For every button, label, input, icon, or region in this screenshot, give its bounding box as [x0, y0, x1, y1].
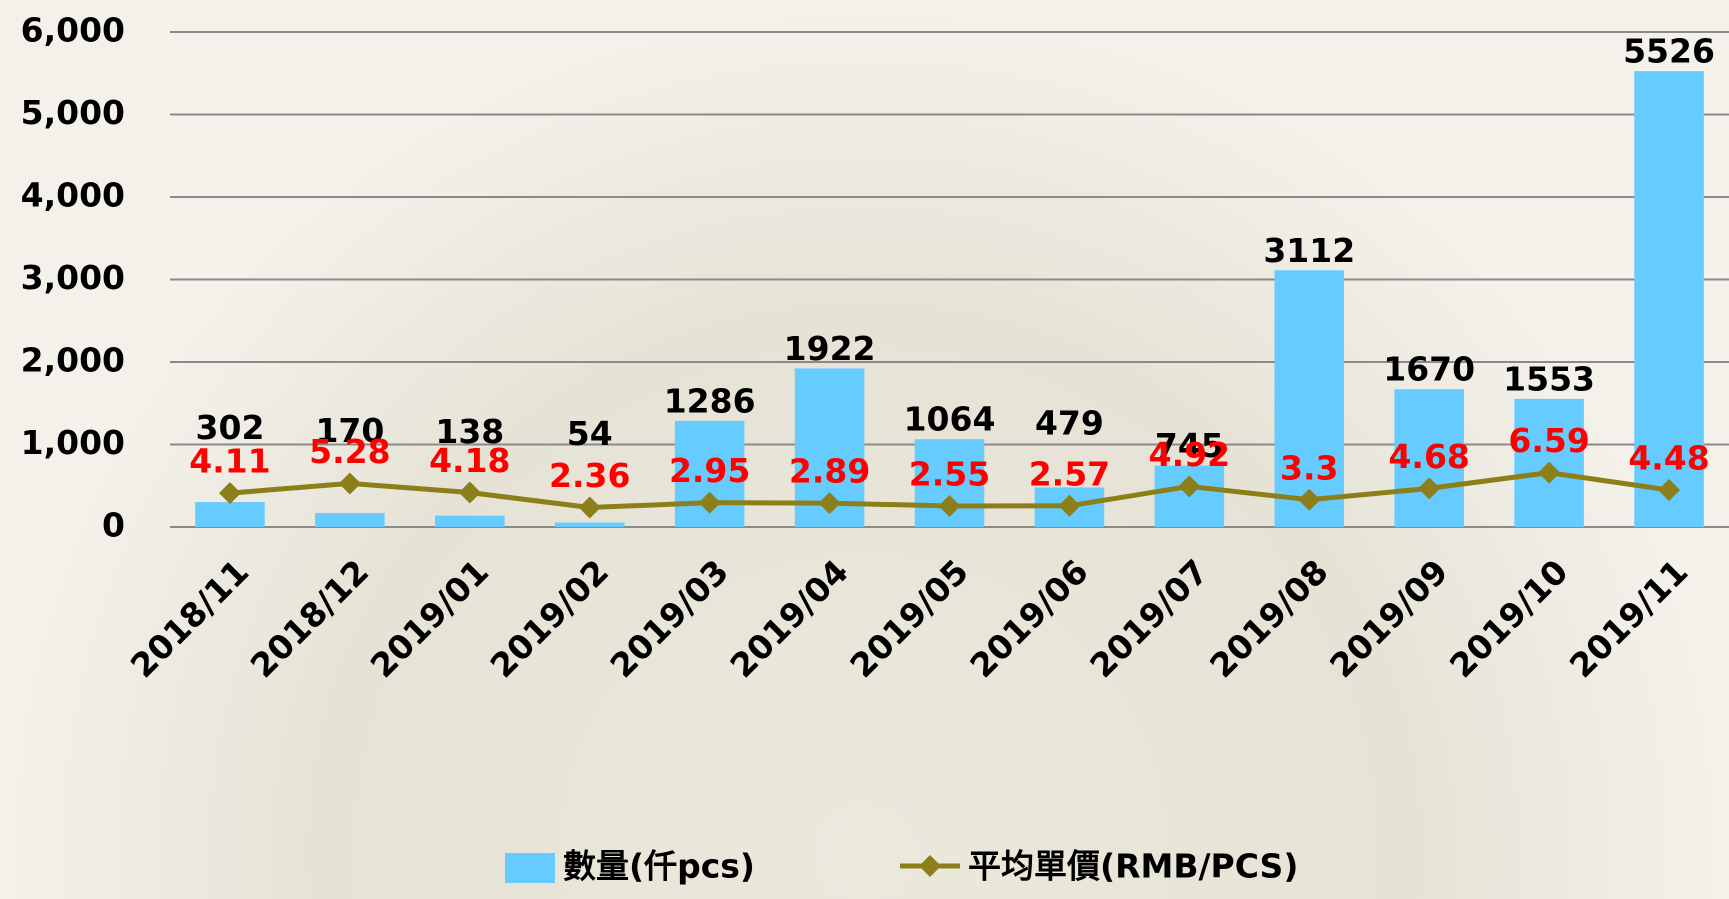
- y-tick-label: 5,000: [21, 93, 125, 132]
- chart: 01,0002,0003,0004,0005,0006,0002018/1120…: [0, 0, 1729, 899]
- line-value-label: 3.3: [1280, 448, 1338, 487]
- line-value-label: 4.92: [1149, 435, 1230, 474]
- x-tick-label: 2019/08: [1202, 552, 1336, 686]
- line-value-label: 2.89: [789, 452, 870, 491]
- line-value-label: 2.95: [669, 451, 750, 490]
- y-tick-label: 6,000: [21, 11, 125, 50]
- bar: [315, 513, 385, 527]
- legend-swatch: [919, 855, 941, 877]
- y-tick-label: 4,000: [21, 176, 125, 215]
- x-tick-label: 2019/09: [1322, 552, 1456, 686]
- bar-value-label: 479: [1035, 403, 1104, 442]
- line-marker: [579, 497, 601, 519]
- x-tick-label: 2019/07: [1082, 552, 1216, 686]
- bar: [195, 502, 265, 527]
- line-value-label: 4.48: [1628, 439, 1709, 478]
- x-tick-label: 2018/12: [243, 552, 377, 686]
- y-tick-label: 0: [102, 506, 125, 545]
- x-tick-label: 2019/03: [603, 552, 737, 686]
- bar-value-label: 54: [567, 414, 613, 453]
- line-value-label: 2.55: [909, 454, 990, 493]
- x-tick-label: 2019/02: [483, 552, 617, 686]
- line-value-label: 2.57: [1029, 454, 1110, 493]
- line-value-label: 6.59: [1508, 421, 1589, 460]
- legend-label: 數量(仟pcs): [563, 847, 755, 886]
- x-tick-label: 2019/01: [363, 552, 497, 686]
- y-tick-label: 3,000: [21, 258, 125, 297]
- line-value-label: 4.68: [1388, 437, 1469, 476]
- bar-value-label: 1553: [1503, 359, 1595, 398]
- bar: [435, 516, 505, 527]
- bar-value-label: 1064: [904, 400, 996, 439]
- y-tick-label: 2,000: [21, 341, 125, 380]
- page: 01,0002,0003,0004,0005,0006,0002018/1120…: [0, 0, 1729, 899]
- line-marker: [339, 472, 361, 494]
- bar: [555, 523, 625, 527]
- x-tick-label: 2019/11: [1562, 552, 1696, 686]
- y-tick-label: 1,000: [21, 423, 125, 462]
- legend-swatch: [505, 853, 555, 883]
- line-value-label: 4.11: [189, 442, 270, 481]
- line-value-label: 2.36: [549, 456, 630, 495]
- x-tick-label: 2018/11: [123, 552, 257, 686]
- bar: [1274, 270, 1344, 527]
- legend-label: 平均單價(RMB/PCS): [968, 847, 1298, 886]
- bar-value-label: 1922: [784, 329, 876, 368]
- bar-value-label: 1670: [1383, 350, 1475, 389]
- x-tick-label: 2019/05: [842, 552, 976, 686]
- bar-value-label: 3112: [1263, 231, 1355, 270]
- x-tick-label: 2019/04: [722, 552, 856, 686]
- x-tick-label: 2019/10: [1442, 552, 1576, 686]
- line-marker: [459, 482, 481, 504]
- x-tick-label: 2019/06: [962, 552, 1096, 686]
- bar-value-label: 1286: [664, 381, 756, 420]
- line-value-label: 4.18: [429, 441, 510, 480]
- line-value-label: 5.28: [309, 432, 390, 471]
- line-marker: [219, 482, 241, 504]
- bar-value-label: 5526: [1623, 32, 1715, 71]
